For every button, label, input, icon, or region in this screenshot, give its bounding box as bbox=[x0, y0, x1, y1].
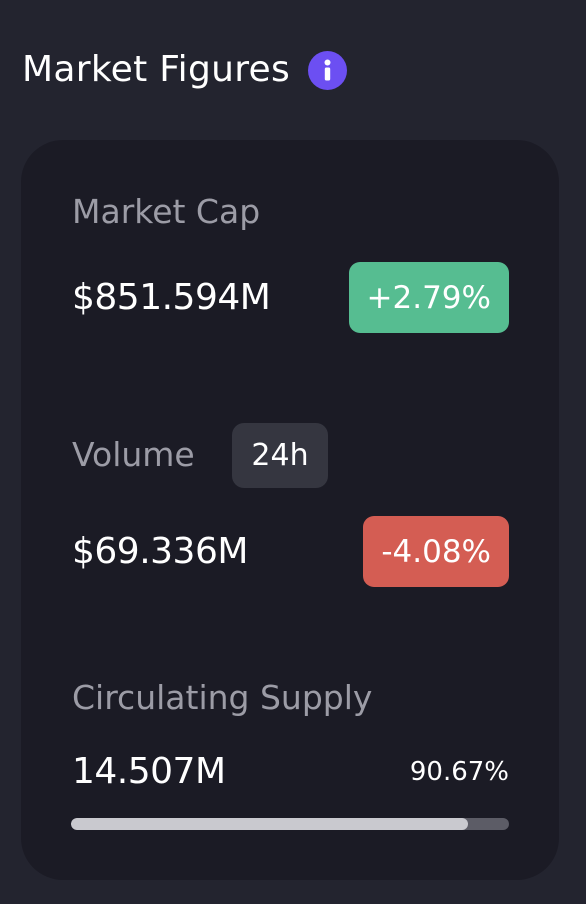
market-figures-card: Market Cap $851.594M +2.79% Volume 24h $… bbox=[21, 140, 559, 880]
circulating-supply-percent: 90.67% bbox=[409, 757, 509, 787]
market-cap-value: $851.594M bbox=[72, 277, 271, 318]
market-cap-change-badge: +2.79% bbox=[348, 262, 509, 333]
volume-label: Volume bbox=[72, 435, 195, 474]
circulating-supply-value: 14.507M bbox=[72, 751, 226, 792]
volume-value: $69.336M bbox=[72, 531, 248, 572]
page-title: Market Figures bbox=[22, 49, 291, 90]
supply-progress-bar bbox=[71, 818, 509, 830]
volume-change-badge: -4.08% bbox=[363, 516, 509, 587]
info-glyph bbox=[324, 59, 331, 80]
info-icon[interactable] bbox=[308, 50, 348, 90]
supply-progress-fill bbox=[71, 818, 469, 830]
circulating-supply-label: Circulating Supply bbox=[72, 678, 373, 717]
volume-period-toggle[interactable]: 24h bbox=[232, 423, 328, 488]
market-cap-label: Market Cap bbox=[72, 192, 261, 231]
section-header: Market Figures bbox=[22, 44, 348, 96]
